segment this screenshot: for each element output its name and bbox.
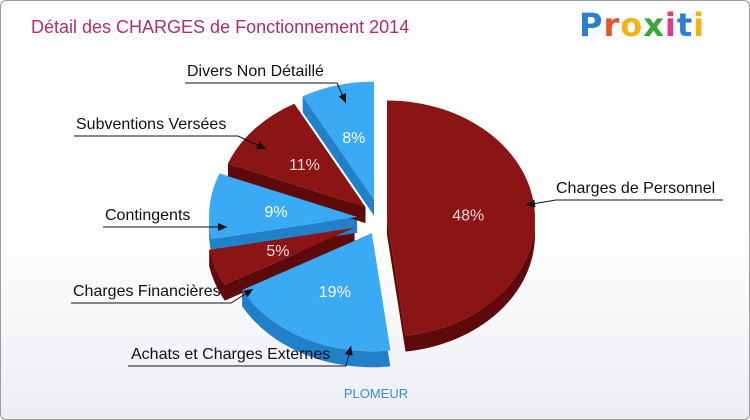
pie-category-label: Divers Non Détaillé bbox=[187, 63, 324, 80]
logo-letter: r bbox=[603, 6, 621, 44]
pie-slice bbox=[209, 227, 355, 285]
pie-percent-labels: 48% 19% 5% 9% 11% 8% bbox=[264, 130, 484, 301]
chart-title: Détail des CHARGES de Fonctionnement 201… bbox=[31, 17, 410, 37]
logo-letter: x bbox=[643, 6, 665, 44]
leader-arrow bbox=[344, 346, 353, 356]
leader-arrow bbox=[256, 141, 266, 149]
leader-arrow bbox=[338, 93, 346, 103]
pie-percent-label: 5% bbox=[266, 243, 289, 260]
pie-slice bbox=[209, 173, 358, 240]
leader-line bbox=[74, 135, 267, 150]
pie-slice-side bbox=[242, 233, 391, 368]
pie-slice bbox=[227, 103, 366, 208]
pie-category-label: Subventions Versées bbox=[76, 116, 226, 133]
pie-category-label: Charges de Personnel bbox=[556, 180, 715, 197]
logo-letter: t bbox=[676, 6, 694, 44]
logo-letter: i bbox=[693, 6, 706, 44]
pie-slice-side bbox=[302, 81, 375, 216]
leader-arrow bbox=[243, 289, 253, 298]
pie-percent-label: 9% bbox=[264, 204, 287, 221]
pie-slice bbox=[242, 233, 391, 352]
logo-letter: P bbox=[579, 6, 604, 44]
pie-slice-side bbox=[386, 100, 535, 352]
leader-arrow bbox=[218, 223, 227, 231]
pie-slice bbox=[302, 81, 375, 200]
commune-label: PLOMEUR bbox=[343, 386, 409, 401]
proxiti-logo[interactable]: Proxiti bbox=[579, 6, 705, 44]
pie-percent-label: 48% bbox=[452, 207, 484, 224]
pie-percent-label: 19% bbox=[319, 284, 351, 301]
pie-category-label: Achats et Charges Externes bbox=[131, 346, 330, 363]
logo-letter: o bbox=[620, 6, 644, 44]
leader-arrow bbox=[526, 199, 536, 208]
pie-category-label: Charges Financières bbox=[73, 283, 221, 300]
logo-letter: i bbox=[664, 6, 677, 44]
pie-category-label: Contingents bbox=[105, 207, 190, 224]
pie-percent-label: 11% bbox=[289, 157, 320, 174]
leader-line bbox=[525, 199, 723, 206]
pie-percent-label: 8% bbox=[342, 130, 365, 147]
pie-category-labels: Charges de Personnel Achats et Charges Ex… bbox=[71, 63, 723, 367]
pie-slice bbox=[386, 100, 535, 336]
pie-tops bbox=[209, 81, 535, 352]
